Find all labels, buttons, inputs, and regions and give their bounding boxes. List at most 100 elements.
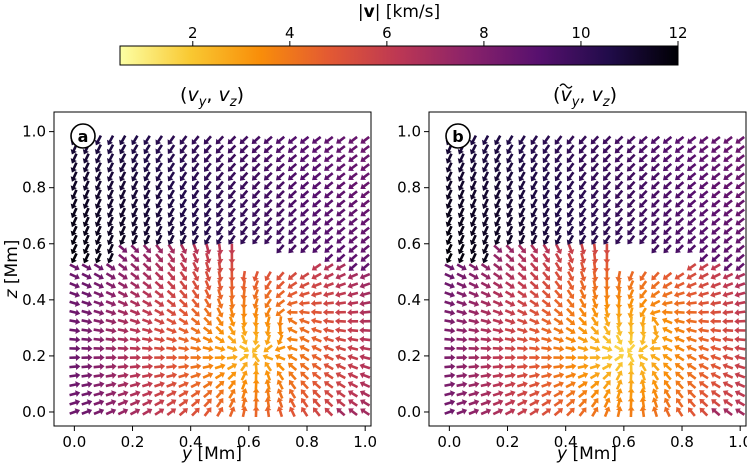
quiver-arrow	[190, 390, 201, 398]
quiver-arrow	[456, 336, 468, 344]
quiver-arrow	[553, 336, 565, 344]
quiver-arrow	[141, 336, 154, 344]
quiver-arrow	[204, 270, 212, 282]
quiver-arrow	[518, 171, 526, 182]
quiver-arrow	[686, 372, 697, 380]
quiver-arrow	[106, 225, 114, 237]
quiver-arrow	[106, 153, 115, 164]
quiver-arrow	[228, 243, 236, 255]
quiver-arrow	[359, 344, 371, 352]
quiver-arrow	[589, 363, 601, 370]
quiver-arrow	[117, 281, 128, 289]
quiver-arrow	[263, 153, 273, 163]
quiver-arrow	[239, 153, 249, 163]
quiver-arrow	[445, 207, 453, 219]
quiver-arrow	[734, 317, 746, 325]
quiver-arrow	[69, 291, 81, 298]
quiver-arrow	[469, 153, 477, 164]
quiver-arrow	[155, 171, 163, 182]
quiver-arrow	[649, 345, 661, 352]
quiver-arrow	[698, 291, 709, 298]
quiver-arrow	[264, 216, 273, 227]
quiver-arrow	[603, 406, 611, 418]
quiver-arrow	[565, 336, 577, 344]
quiver-arrow	[529, 318, 540, 326]
quiver-arrow	[675, 217, 685, 226]
quiver-arrow	[710, 282, 722, 289]
quiver-arrow	[240, 370, 248, 381]
panel-a-label-circle: a	[70, 123, 96, 149]
quiver-arrow	[698, 344, 709, 352]
panel-a-xticks: 0.0 0.2 0.4 0.6 0.8 1.0	[62, 426, 377, 451]
quiver-arrow	[105, 263, 116, 271]
quiver-arrow	[119, 234, 127, 246]
quiver-arrow	[360, 181, 370, 190]
quiver-arrow	[324, 398, 334, 408]
quiver-arrow	[492, 345, 504, 352]
quiver-arrow	[335, 282, 347, 289]
quiver-arrow	[566, 153, 575, 163]
quiver-arrow	[480, 309, 492, 316]
quiver-arrow	[70, 162, 78, 173]
quiver-arrow	[276, 379, 284, 390]
quiver-arrow	[129, 354, 141, 361]
quiver-arrow	[214, 335, 225, 344]
quiver-arrow	[191, 171, 200, 182]
quiver-arrow	[457, 153, 465, 164]
quiver-arrow	[517, 290, 528, 298]
quiver-arrow	[662, 135, 673, 144]
quiver-arrow	[710, 353, 722, 361]
quiver-arrow	[324, 244, 334, 253]
quiver-arrow	[723, 190, 733, 199]
quiver-arrow	[178, 372, 190, 379]
quiver-arrow	[93, 309, 105, 316]
quiver-arrow	[129, 408, 141, 416]
quiver-arrow	[252, 198, 261, 208]
quiver-arrow	[468, 318, 480, 325]
quiver-arrow	[178, 317, 189, 325]
quiver-arrow	[686, 262, 697, 271]
quiver-arrow	[300, 217, 310, 226]
quiver-arrow	[468, 354, 480, 361]
quiver-arrow	[263, 344, 273, 353]
quiver-arrow	[492, 272, 503, 280]
quiver-arrow	[650, 290, 661, 298]
quiver-arrow	[698, 282, 709, 289]
quiver-arrow	[505, 244, 515, 254]
quiver-arrow	[228, 189, 237, 200]
quiver-arrow	[82, 198, 90, 209]
quiver-arrow	[191, 289, 200, 300]
quiver-arrow	[517, 354, 529, 361]
quiver-arrow	[469, 162, 477, 173]
quiver-arrow	[117, 390, 129, 397]
quiver-arrow	[627, 352, 635, 363]
quiver-arrow	[710, 291, 722, 298]
quiver-arrow	[216, 216, 224, 227]
quiver-arrow	[288, 226, 297, 236]
quiver-arrow	[252, 334, 260, 346]
quiver-arrow	[359, 282, 371, 289]
quiver-arrow	[263, 171, 273, 181]
quiver-arrow	[117, 408, 129, 416]
quiver-arrow	[335, 362, 346, 370]
quiver-arrow	[276, 271, 285, 281]
quiver-arrow	[347, 291, 359, 298]
quiver-arrow	[566, 289, 575, 300]
quiver-arrow	[192, 261, 200, 273]
quiver-arrow	[518, 180, 526, 191]
quiver-arrow	[603, 225, 611, 236]
quiver-arrow	[82, 243, 90, 255]
quiver-arrow	[348, 244, 358, 253]
quiver-arrow	[214, 372, 225, 380]
quiver-arrow	[117, 345, 129, 352]
quiver-arrow	[178, 399, 189, 407]
quiver-arrow	[614, 361, 623, 372]
quiver-arrow	[709, 326, 722, 334]
quiver-arrow	[627, 298, 635, 309]
quiver-arrow	[468, 309, 480, 316]
quiver-arrow	[141, 372, 153, 379]
quiver-arrow	[468, 272, 479, 280]
quiver-arrow	[131, 207, 139, 219]
quiver-arrow	[142, 354, 154, 361]
quiver-arrow	[154, 271, 164, 281]
